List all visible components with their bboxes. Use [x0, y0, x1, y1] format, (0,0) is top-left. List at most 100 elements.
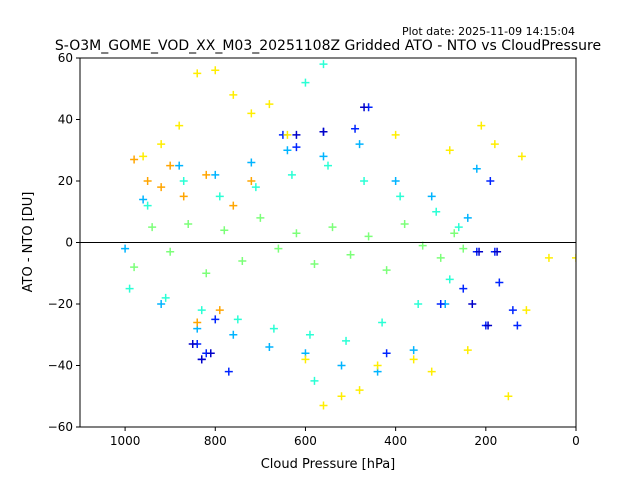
data-point — [215, 306, 224, 315]
data-point — [125, 284, 134, 293]
series-6 — [130, 155, 256, 327]
data-point — [391, 130, 400, 139]
data-point — [238, 256, 247, 265]
data-point — [269, 324, 278, 333]
data-point — [188, 339, 197, 348]
data-point — [508, 306, 517, 315]
data-point — [247, 177, 256, 185]
y-tick-label: 40 — [58, 113, 73, 127]
data-point — [319, 401, 328, 410]
data-point — [337, 392, 346, 401]
x-axis: 1000 800 600 400 200 0 — [110, 427, 580, 448]
data-point — [193, 69, 202, 78]
data-point — [287, 170, 296, 179]
data-point — [495, 278, 504, 287]
data-point — [193, 318, 202, 327]
data-point — [355, 140, 364, 149]
data-point — [463, 346, 472, 355]
data-point — [544, 253, 553, 262]
data-point — [396, 192, 405, 201]
x-tick-label: 1000 — [110, 434, 141, 448]
data-point — [121, 244, 130, 253]
data-point — [292, 229, 301, 238]
data-point — [319, 60, 328, 69]
data-point — [265, 343, 274, 352]
data-point — [130, 155, 139, 164]
data-point — [459, 284, 468, 293]
data-point — [251, 183, 260, 192]
series-0 — [130, 213, 468, 278]
data-point — [427, 367, 436, 376]
data-point — [493, 247, 502, 256]
data-point — [166, 247, 175, 256]
data-point — [211, 170, 220, 179]
data-points — [121, 60, 576, 410]
data-point — [274, 244, 283, 253]
data-point — [211, 66, 220, 75]
y-tick-label: 20 — [58, 174, 73, 188]
data-point — [382, 266, 391, 275]
series-5 — [139, 66, 576, 410]
y-axis: −60 −40 −20 0 20 40 60 — [48, 51, 80, 434]
y-tick-label: 0 — [65, 236, 73, 250]
data-point — [445, 146, 454, 155]
data-point — [436, 300, 445, 308]
data-point — [409, 355, 418, 364]
data-point — [305, 330, 314, 339]
data-point — [229, 90, 238, 99]
data-point — [283, 130, 292, 139]
x-tick-label: 800 — [204, 434, 227, 448]
data-point — [310, 376, 319, 385]
data-point — [378, 318, 387, 327]
data-point — [179, 177, 188, 185]
data-point — [427, 192, 436, 201]
data-point — [504, 392, 513, 401]
data-point — [484, 321, 493, 330]
y-axis-label: ATO - NTO [DU] — [21, 192, 36, 293]
data-point — [197, 306, 206, 315]
data-point — [233, 315, 242, 324]
data-point — [391, 177, 400, 185]
data-point — [139, 195, 148, 204]
data-point — [450, 229, 459, 238]
data-point — [247, 109, 256, 118]
y-tick-label: 60 — [58, 51, 73, 65]
series-2 — [121, 140, 481, 376]
data-point — [572, 253, 576, 262]
data-point — [324, 161, 332, 170]
data-point — [229, 330, 238, 339]
data-point — [310, 260, 319, 269]
data-point — [328, 223, 337, 232]
data-point — [179, 192, 188, 201]
data-point — [161, 293, 170, 302]
y-tick-label: −60 — [48, 420, 73, 434]
data-point — [432, 207, 441, 216]
series-1 — [125, 60, 463, 385]
data-point — [373, 361, 382, 370]
data-point — [454, 223, 463, 232]
data-point — [463, 213, 472, 222]
data-point — [157, 140, 166, 149]
data-point — [490, 140, 499, 149]
x-tick-label: 0 — [572, 434, 580, 448]
data-point — [409, 346, 418, 355]
data-point — [220, 226, 229, 235]
y-tick-label: −20 — [48, 297, 73, 311]
data-point — [301, 78, 310, 87]
series-4 — [188, 103, 502, 364]
data-point — [215, 192, 224, 201]
data-point — [486, 177, 495, 185]
data-point — [382, 349, 391, 358]
data-point — [206, 349, 215, 358]
data-point — [400, 220, 409, 229]
data-point — [445, 275, 454, 284]
data-point — [360, 177, 369, 185]
x-tick-label: 600 — [294, 434, 317, 448]
data-point — [157, 300, 166, 308]
data-point — [202, 269, 211, 278]
data-point — [247, 158, 256, 167]
data-point — [166, 161, 175, 170]
data-point — [513, 321, 522, 330]
data-point — [477, 121, 486, 130]
